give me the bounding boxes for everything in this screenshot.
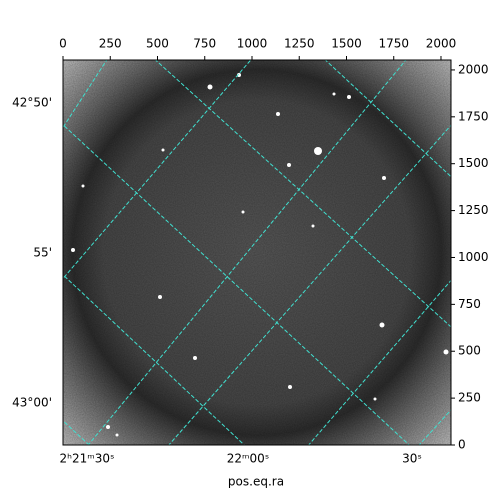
x-axis-label: pos.eq.ra bbox=[228, 475, 284, 489]
x-tick-label: 2000 bbox=[426, 37, 457, 51]
y-tick-label: 1000 bbox=[458, 250, 489, 264]
x-tick-label: 250 bbox=[99, 37, 122, 51]
x-tick-label: 1250 bbox=[284, 37, 315, 51]
y-tick-label: 0 bbox=[458, 438, 466, 452]
dec-tick-label: 42°50' bbox=[12, 96, 52, 110]
wcs-grid-line bbox=[418, 409, 451, 445]
wcs-grid-line bbox=[168, 124, 451, 445]
ra-tick-label: 22ᵐ00ˢ bbox=[227, 452, 270, 466]
axes-frame bbox=[62, 59, 452, 446]
ra-tick-label: 2ʰ21ᵐ30ˢ bbox=[60, 452, 115, 466]
x-tick-label: 0 bbox=[59, 37, 67, 51]
y-tick-label: 1250 bbox=[458, 203, 489, 217]
x-tick-label: 500 bbox=[146, 37, 169, 51]
y-tick-label: 750 bbox=[458, 297, 481, 311]
wcs-grid-line bbox=[63, 274, 246, 445]
y-tick-label: 1750 bbox=[458, 109, 489, 123]
y-tick-label: 500 bbox=[458, 344, 481, 358]
x-tick-label: 750 bbox=[193, 37, 216, 51]
wcs-grid-line bbox=[307, 279, 451, 445]
wcs-grid-line bbox=[87, 60, 407, 445]
dec-tick-label: 43°00' bbox=[12, 396, 52, 410]
wcs-grid-line bbox=[63, 124, 410, 445]
wcs-grid-line bbox=[63, 420, 90, 445]
y-tick-label: 2000 bbox=[458, 62, 489, 76]
x-tick-label: 1750 bbox=[378, 37, 409, 51]
wcs-grid-line bbox=[63, 60, 252, 280]
wcs-grid-line bbox=[324, 60, 451, 178]
y-tick-label: 250 bbox=[458, 391, 481, 405]
ra-tick-label: 30ˢ bbox=[402, 452, 422, 466]
y-tick-label: 1500 bbox=[458, 156, 489, 170]
x-tick-label: 1000 bbox=[237, 37, 268, 51]
dec-tick-label: 55' bbox=[33, 246, 52, 260]
wcs-grid-line bbox=[154, 60, 451, 328]
wcs-grid-line bbox=[63, 60, 108, 129]
x-tick-label: 1500 bbox=[331, 37, 362, 51]
image bbox=[63, 60, 451, 445]
